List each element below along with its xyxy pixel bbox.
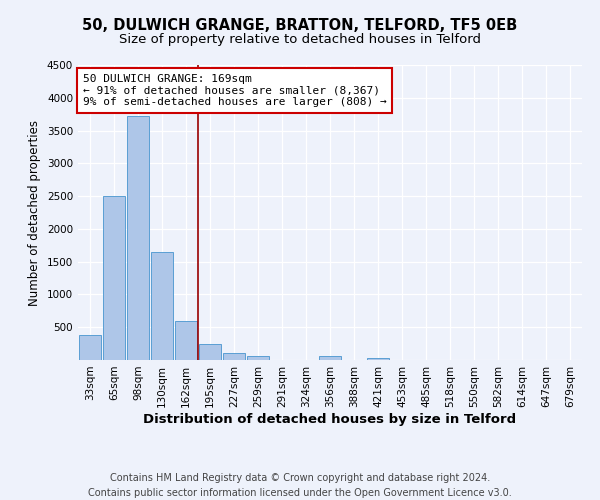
Bar	[223, 354, 245, 360]
Bar	[199, 344, 221, 360]
Text: 50, DULWICH GRANGE, BRATTON, TELFORD, TF5 0EB: 50, DULWICH GRANGE, BRATTON, TELFORD, TF…	[82, 18, 518, 32]
X-axis label: Distribution of detached houses by size in Telford: Distribution of detached houses by size …	[143, 412, 517, 426]
Bar	[103, 196, 125, 360]
Text: 50 DULWICH GRANGE: 169sqm
← 91% of detached houses are smaller (8,367)
9% of sem: 50 DULWICH GRANGE: 169sqm ← 91% of detac…	[83, 74, 387, 107]
Text: Contains HM Land Registry data © Crown copyright and database right 2024.
Contai: Contains HM Land Registry data © Crown c…	[88, 472, 512, 498]
Bar	[247, 356, 269, 360]
Bar	[79, 336, 101, 360]
Text: Size of property relative to detached houses in Telford: Size of property relative to detached ho…	[119, 32, 481, 46]
Bar	[367, 358, 389, 360]
Bar	[175, 322, 197, 360]
Bar	[319, 356, 341, 360]
Bar	[151, 252, 173, 360]
Y-axis label: Number of detached properties: Number of detached properties	[28, 120, 41, 306]
Bar	[127, 116, 149, 360]
